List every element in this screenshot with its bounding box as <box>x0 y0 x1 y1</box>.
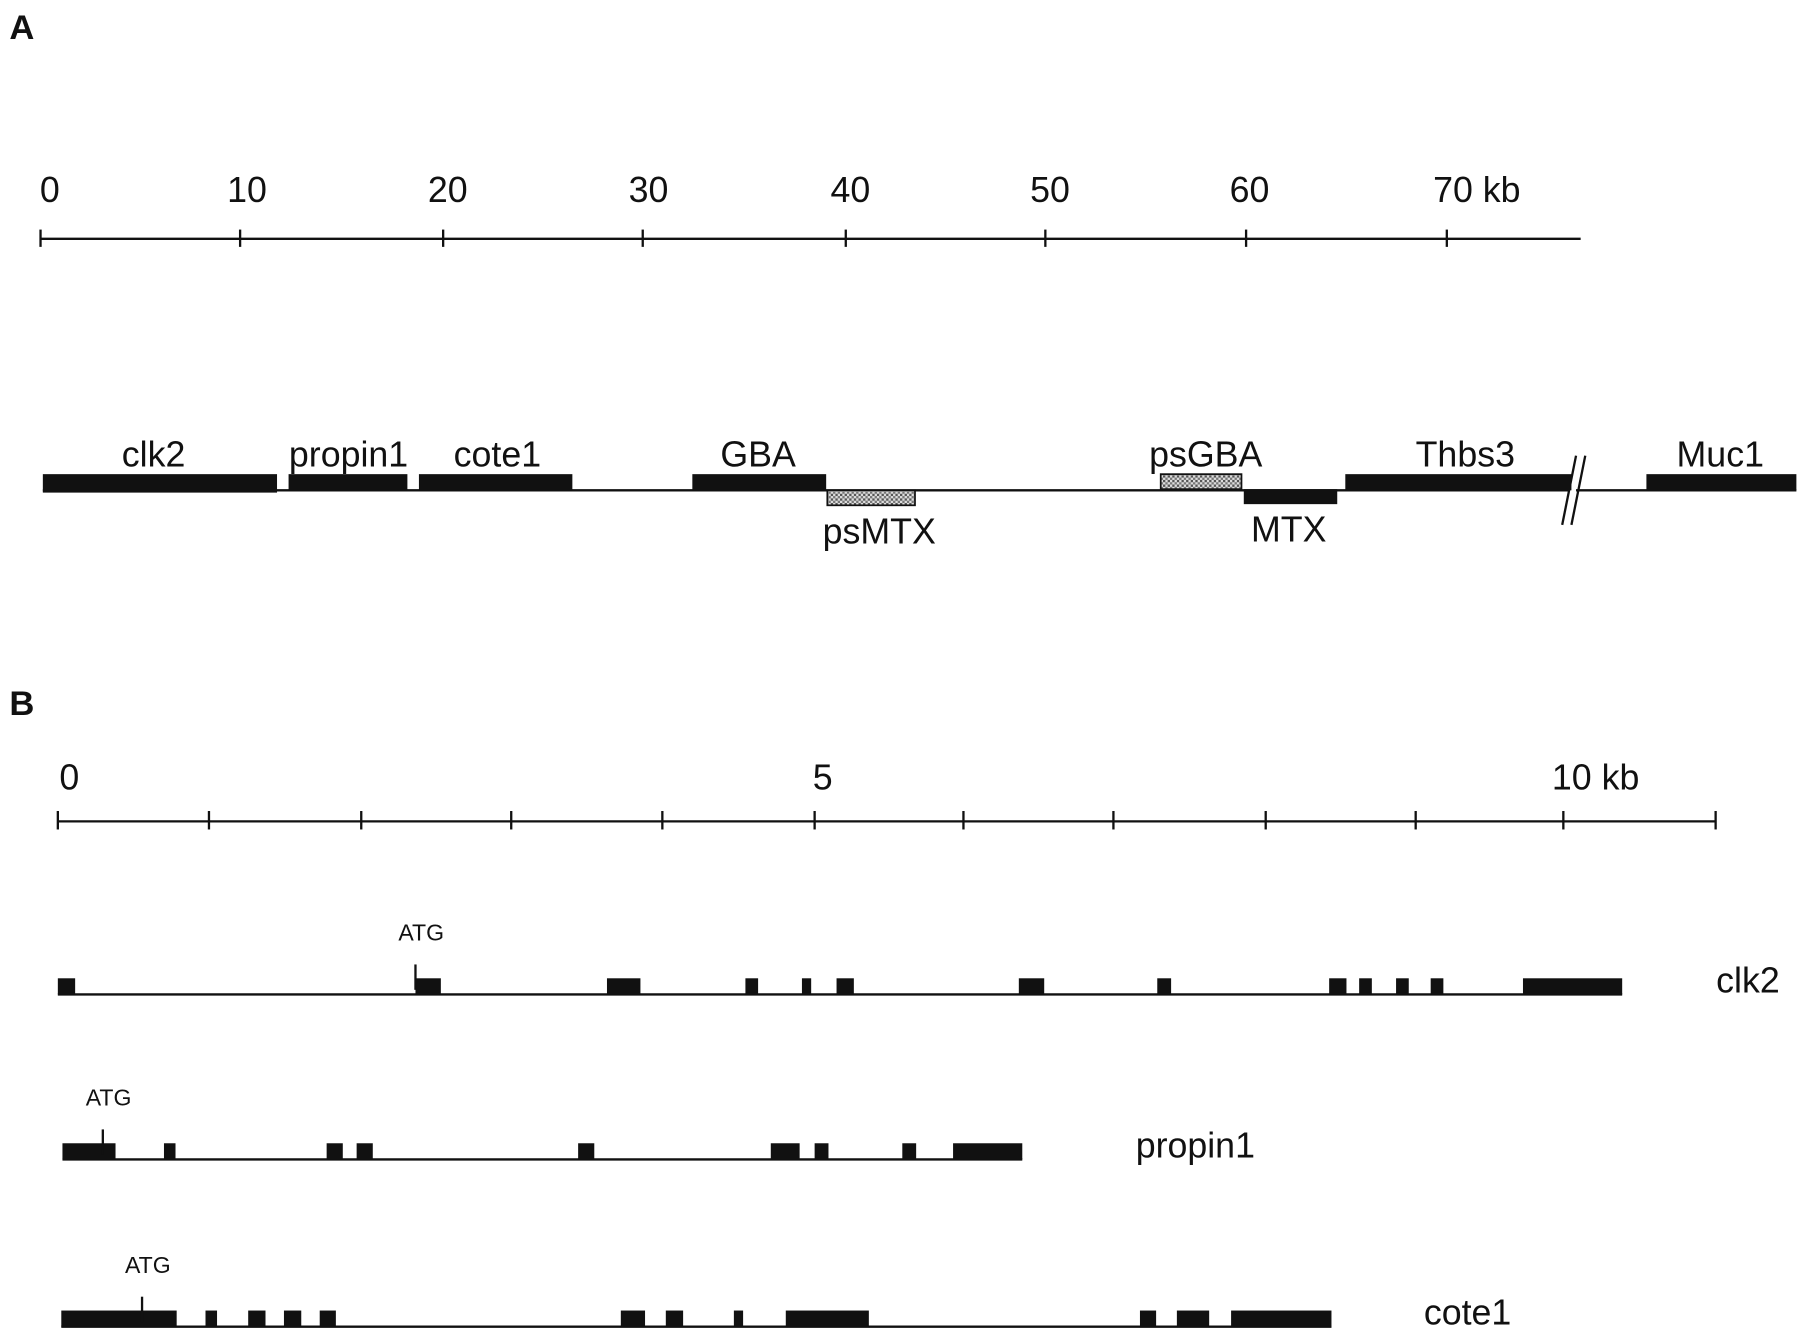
exon <box>902 1143 917 1160</box>
gene-label: Thbs3 <box>1416 434 1515 474</box>
atg-label: ATG <box>125 1252 171 1278</box>
scale-label: 60 <box>1230 170 1270 210</box>
exon <box>745 978 759 995</box>
exon <box>1430 978 1444 995</box>
exon <box>1345 474 1572 491</box>
exon <box>288 474 408 491</box>
exon <box>356 1143 373 1160</box>
exon <box>62 1143 116 1160</box>
exon <box>1396 978 1409 995</box>
scale-label: 10 kb <box>1552 757 1639 797</box>
gene-label: cote1 <box>1424 1293 1511 1329</box>
gene-label: propin1 <box>289 434 408 474</box>
exon <box>1646 474 1797 491</box>
exon <box>801 978 812 995</box>
exon <box>1139 1310 1157 1327</box>
exon <box>953 1143 1023 1160</box>
gene-label: propin1 <box>1136 1125 1255 1165</box>
exon <box>733 1310 744 1327</box>
gene-label: psMTX <box>823 512 936 552</box>
exon <box>1159 473 1243 491</box>
break-mark <box>1570 455 1587 526</box>
exon <box>326 1143 343 1160</box>
exon <box>319 1310 336 1327</box>
atg-label: ATG <box>86 1085 132 1111</box>
exon <box>826 489 916 507</box>
exon <box>1157 978 1172 995</box>
exon <box>578 1143 595 1160</box>
exon <box>620 1310 646 1327</box>
exon <box>283 1310 302 1327</box>
exon <box>1243 489 1338 505</box>
scale-label: 50 <box>1030 170 1070 210</box>
exon <box>770 1143 800 1160</box>
scale-label: 40 <box>831 170 871 210</box>
exon <box>1522 978 1623 995</box>
gene-label: cote1 <box>454 434 541 474</box>
gene-label: GBA <box>720 434 796 474</box>
exon <box>163 1143 176 1160</box>
exon <box>1231 1310 1332 1327</box>
panel-label: A <box>9 9 34 47</box>
exon <box>57 978 76 995</box>
scale-label: 30 <box>629 170 669 210</box>
exon <box>1018 978 1045 995</box>
exon <box>1329 978 1347 995</box>
gene-label: Muc1 <box>1677 434 1764 474</box>
panel-label: B <box>9 685 34 723</box>
scale-label: 70 kb <box>1433 170 1520 210</box>
gene-label: psGBA <box>1149 434 1262 474</box>
scale-label: 0 <box>40 170 60 210</box>
atg-label: ATG <box>398 920 444 946</box>
exon <box>692 474 827 491</box>
exon <box>61 1310 177 1327</box>
exon <box>42 474 278 493</box>
exon <box>836 978 854 995</box>
exon <box>785 1310 869 1327</box>
gene-label: clk2 <box>1716 960 1780 1000</box>
exon <box>248 1310 266 1327</box>
gene-label: MTX <box>1251 509 1327 549</box>
scale-label: 10 <box>227 170 267 210</box>
scale-label: 20 <box>428 170 468 210</box>
exon <box>665 1310 684 1327</box>
exon <box>205 1310 218 1327</box>
exon <box>1176 1310 1210 1327</box>
exon <box>415 978 441 995</box>
scale-label: 5 <box>813 757 833 797</box>
exon <box>1359 978 1372 995</box>
exon <box>814 1143 829 1160</box>
scale-label: 0 <box>59 757 79 797</box>
exon <box>418 474 573 491</box>
exon <box>606 978 641 995</box>
gene-label: clk2 <box>122 434 186 474</box>
